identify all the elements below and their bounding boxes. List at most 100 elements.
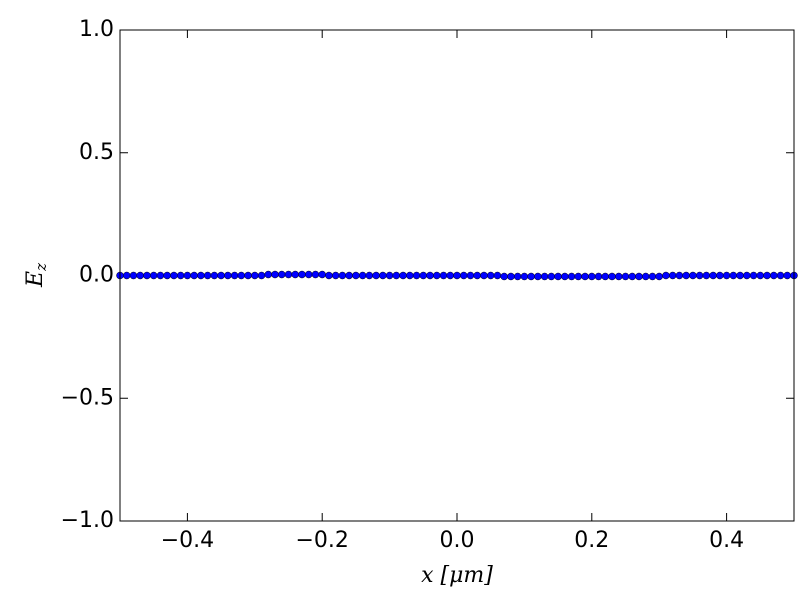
point xyxy=(648,272,657,281)
point xyxy=(709,271,717,280)
point xyxy=(271,270,279,279)
point xyxy=(574,272,583,281)
point xyxy=(662,271,670,280)
y-axis-label: Ez xyxy=(23,263,50,288)
point xyxy=(298,270,306,279)
point xyxy=(668,271,677,280)
y-tick-label: −0.5 xyxy=(61,385,114,410)
point xyxy=(318,270,326,279)
point xyxy=(749,271,758,280)
x-tick-label: −0.4 xyxy=(161,528,214,553)
point xyxy=(594,272,603,281)
point xyxy=(190,271,198,280)
point xyxy=(183,271,192,280)
y-tick-label: 0.0 xyxy=(79,263,114,288)
point xyxy=(365,271,374,280)
point xyxy=(446,271,455,280)
point xyxy=(439,271,448,280)
point xyxy=(251,271,259,280)
point xyxy=(163,271,171,280)
point xyxy=(628,272,636,281)
point xyxy=(264,270,273,279)
point xyxy=(385,271,394,280)
point xyxy=(702,271,711,280)
point xyxy=(655,272,663,281)
x-tick-label: −0.2 xyxy=(295,528,348,553)
point xyxy=(176,271,185,280)
point xyxy=(621,272,630,281)
x-tick-label: 0.2 xyxy=(574,528,609,553)
point xyxy=(776,271,785,280)
y-tick-label: 0.5 xyxy=(79,140,114,165)
point xyxy=(156,271,165,280)
point xyxy=(170,271,178,280)
point xyxy=(513,272,522,281)
point xyxy=(399,271,407,280)
point xyxy=(278,270,286,279)
point xyxy=(689,271,697,280)
point xyxy=(433,271,441,280)
point xyxy=(567,272,576,281)
point xyxy=(136,271,144,280)
x-tick-label: 0.4 xyxy=(709,528,744,553)
point xyxy=(770,271,778,280)
point xyxy=(284,270,293,279)
point xyxy=(736,271,744,280)
point xyxy=(581,272,589,281)
point xyxy=(641,272,650,281)
point xyxy=(493,271,502,280)
point xyxy=(426,271,434,280)
point xyxy=(129,271,138,280)
point xyxy=(682,271,690,280)
point xyxy=(601,272,610,281)
point xyxy=(203,271,212,280)
x-tick-label: 0.0 xyxy=(440,528,475,553)
point xyxy=(257,271,266,280)
point xyxy=(352,271,360,280)
point xyxy=(480,271,488,280)
point xyxy=(540,272,549,281)
point xyxy=(783,271,792,280)
point xyxy=(500,272,508,281)
point xyxy=(230,271,239,280)
y-tick-label: 1.0 xyxy=(79,17,114,42)
point xyxy=(763,271,771,280)
point xyxy=(466,271,475,280)
point xyxy=(453,271,461,280)
point xyxy=(608,272,616,281)
point xyxy=(325,271,333,280)
point xyxy=(122,271,131,280)
point xyxy=(547,272,556,281)
plot-frame xyxy=(119,29,795,522)
point xyxy=(224,271,232,280)
point xyxy=(291,270,299,279)
point xyxy=(331,271,340,280)
point xyxy=(210,271,219,280)
point xyxy=(554,272,562,281)
point xyxy=(486,271,495,280)
point xyxy=(197,271,205,280)
point xyxy=(345,271,353,280)
point xyxy=(379,271,387,280)
point xyxy=(520,272,529,281)
point xyxy=(244,271,252,280)
point xyxy=(392,271,401,280)
point xyxy=(561,272,569,281)
point xyxy=(722,271,731,280)
y-tick-label: −1.0 xyxy=(61,508,114,533)
point xyxy=(588,272,596,281)
y-axis-label-base: E xyxy=(23,271,48,288)
point xyxy=(412,271,421,280)
point xyxy=(756,271,765,280)
point xyxy=(372,271,380,280)
point xyxy=(237,271,246,280)
point xyxy=(358,271,367,280)
point xyxy=(716,271,724,280)
point xyxy=(459,271,468,280)
point xyxy=(473,271,481,280)
point xyxy=(143,271,151,280)
point xyxy=(217,271,225,280)
point xyxy=(695,271,704,280)
